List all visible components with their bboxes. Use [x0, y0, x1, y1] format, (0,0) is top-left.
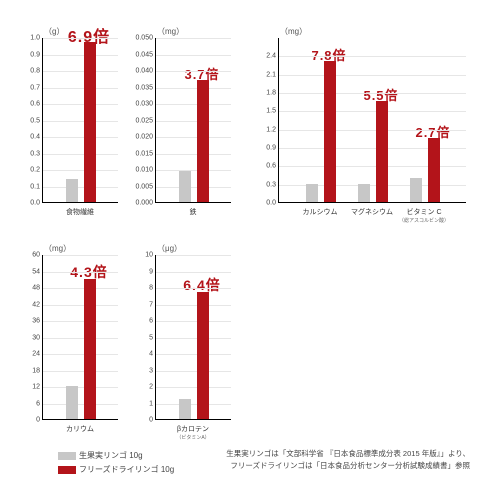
- plot-area: [42, 38, 118, 203]
- ytick: 42: [18, 301, 40, 308]
- ytick: 7: [131, 301, 153, 308]
- source-note: 生果実リンゴは「文部科学省 『日本食品標準成分表 2015 年版』」より、フリー…: [226, 448, 470, 472]
- chart-c5: （μg）0123456789106.4倍βカロテン（ビタミンA）: [155, 245, 231, 420]
- bar-fresh: [179, 171, 191, 202]
- ytick: 12: [18, 384, 40, 391]
- xlabel-sub: （総アスコルビン酸）: [384, 217, 464, 224]
- xlabel: カリウム: [45, 424, 115, 434]
- legend-item: 生果実リンゴ 10g: [58, 450, 143, 461]
- ytick: 54: [18, 268, 40, 275]
- ytick: 2.4: [254, 53, 276, 60]
- chart-c3: （mg）0.00.30.60.91.21.51.82.12.47.8倍カルシウム…: [278, 28, 466, 203]
- bar-dried: [428, 138, 440, 202]
- ytick: 0.040: [131, 68, 153, 75]
- xlabel-sub: （ビタミンA）: [153, 434, 233, 441]
- xlabel: βカロテン: [158, 424, 228, 434]
- ytick: 1: [131, 400, 153, 407]
- bar-fresh: [66, 386, 78, 419]
- ytick: 0.025: [131, 117, 153, 124]
- ytick: 60: [18, 252, 40, 259]
- chart-c1: （g）0.00.10.20.30.40.50.60.70.80.91.06.9倍…: [42, 28, 118, 203]
- ytick: 30: [18, 334, 40, 341]
- xlabel: 鉄: [158, 207, 228, 217]
- bar-dried: [324, 61, 336, 202]
- ytick: 0.045: [131, 51, 153, 58]
- ytick: 1.8: [254, 90, 276, 97]
- ytick: 0.030: [131, 101, 153, 108]
- unit-label: （μg）: [157, 243, 182, 254]
- ytick: 0.010: [131, 167, 153, 174]
- ytick: 10: [131, 252, 153, 259]
- ytick: 5: [131, 334, 153, 341]
- ytick: 36: [18, 318, 40, 325]
- bar-fresh: [179, 399, 191, 419]
- ytick: 0.5: [18, 117, 40, 124]
- ytick: 9: [131, 268, 153, 275]
- ytick: 0.7: [18, 84, 40, 91]
- ytick: 2: [131, 384, 153, 391]
- ytick: 0.6: [18, 101, 40, 108]
- ytick: 0.020: [131, 134, 153, 141]
- legend-item: フリーズドライリンゴ 10g: [58, 464, 174, 475]
- ytick: 1.2: [254, 126, 276, 133]
- unit-label: （mg）: [157, 26, 184, 37]
- ytick: 0.9: [254, 145, 276, 152]
- bar-fresh: [358, 184, 370, 202]
- plot-area: [42, 255, 118, 420]
- ytick: 18: [18, 367, 40, 374]
- legend-swatch: [58, 452, 76, 460]
- ytick: 0.0: [18, 200, 40, 207]
- bar-fresh: [66, 179, 78, 202]
- ytick: 24: [18, 351, 40, 358]
- plot-area: [155, 255, 231, 420]
- legend-label: フリーズドライリンゴ 10g: [79, 465, 174, 474]
- unit-label: （g）: [44, 26, 64, 37]
- ytick: 0.8: [18, 68, 40, 75]
- ytick: 0.050: [131, 35, 153, 42]
- bar-dried: [197, 80, 209, 202]
- legend-swatch: [58, 466, 76, 474]
- unit-label: （mg）: [44, 243, 71, 254]
- ytick: 0.000: [131, 200, 153, 207]
- ytick: 0.005: [131, 183, 153, 190]
- bar-dried: [84, 42, 96, 202]
- ytick: 0: [131, 417, 153, 424]
- bar-dried: [84, 279, 96, 419]
- ytick: 4: [131, 351, 153, 358]
- ytick: 6: [18, 400, 40, 407]
- ytick: 0: [18, 417, 40, 424]
- plot-area: [155, 38, 231, 203]
- bar-fresh: [410, 178, 422, 202]
- bar-dried: [197, 292, 209, 419]
- bar-dried: [376, 101, 388, 202]
- ytick: 48: [18, 285, 40, 292]
- ytick: 0.1: [18, 183, 40, 190]
- ytick: 3: [131, 367, 153, 374]
- ytick: 1.5: [254, 108, 276, 115]
- plot-area: [278, 38, 466, 203]
- xlabel: ビタミン C: [389, 207, 459, 217]
- ytick: 0.0: [254, 200, 276, 207]
- legend-label: 生果実リンゴ 10g: [79, 451, 143, 460]
- ytick: 0.3: [18, 150, 40, 157]
- ytick: 0.2: [18, 167, 40, 174]
- ytick: 8: [131, 285, 153, 292]
- xlabel: 食物繊維: [45, 207, 115, 217]
- ytick: 2.1: [254, 71, 276, 78]
- unit-label: （mg）: [280, 26, 307, 37]
- ytick: 0.6: [254, 163, 276, 170]
- bar-fresh: [306, 184, 318, 202]
- ytick: 1.0: [18, 35, 40, 42]
- ytick: 0.9: [18, 51, 40, 58]
- ytick: 0.3: [254, 181, 276, 188]
- chart-c4: （mg）061218243036424854604.3倍カリウム: [42, 245, 118, 420]
- ytick: 0.4: [18, 134, 40, 141]
- ytick: 6: [131, 318, 153, 325]
- ytick: 0.035: [131, 84, 153, 91]
- ytick: 0.015: [131, 150, 153, 157]
- chart-c2: （mg）0.0000.0050.0100.0150.0200.0250.0300…: [155, 28, 231, 203]
